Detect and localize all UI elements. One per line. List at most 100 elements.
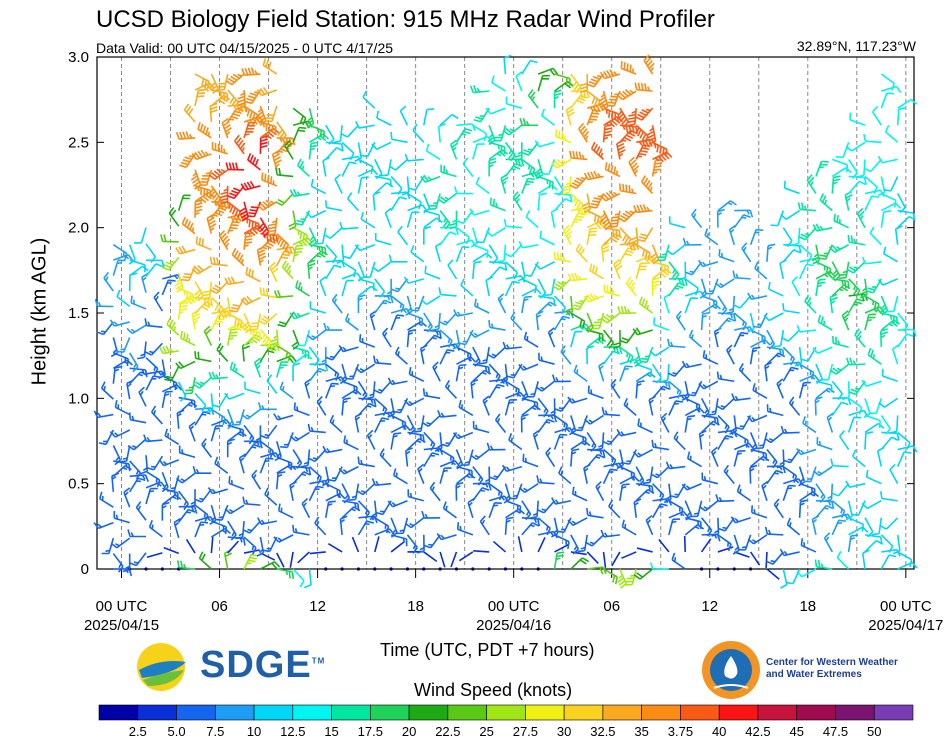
wind-barb-flag	[251, 228, 259, 235]
wind-barb-flag	[904, 451, 912, 454]
wind-barb-staff	[145, 263, 157, 277]
wind-barb-flag	[187, 504, 196, 508]
wind-barb-flag	[272, 344, 277, 352]
wind-barb-staff	[894, 228, 899, 245]
wind-barb-flag	[302, 117, 307, 126]
wind-barb-flag	[240, 258, 244, 264]
wind-barb-flag	[164, 428, 168, 437]
wind-barb-flag	[296, 191, 301, 196]
wind-barb-flag	[569, 194, 573, 203]
wind-barb-flag	[819, 496, 826, 504]
wind-barb-flag	[725, 469, 729, 475]
wind-barb-flag	[596, 338, 604, 345]
wind-barb-flag	[279, 381, 284, 389]
wind-barb-flag	[518, 276, 526, 282]
wind-barb-staff	[369, 261, 376, 278]
wind-barb-staff	[116, 296, 131, 308]
wind-barb-flag	[571, 520, 577, 525]
wind-barb-flag	[610, 95, 618, 98]
wind-barb-flag	[265, 199, 272, 206]
wind-barb-flag	[888, 323, 894, 327]
wind-barb-flag	[666, 151, 673, 159]
wind-barb-flag	[240, 92, 245, 97]
wind-barb-flag	[265, 234, 269, 242]
wind-barb-flag	[258, 222, 265, 230]
wind-barb-flag	[194, 498, 203, 503]
wind-barb-flag	[830, 458, 834, 466]
wind-barb-flag	[265, 288, 269, 296]
wind-barb-flag	[151, 524, 154, 530]
wind-barb-staff	[779, 263, 785, 280]
wind-barb-flag	[569, 184, 577, 190]
wind-barb-staff	[832, 464, 849, 468]
sdge-trademark: TM	[311, 656, 326, 666]
wind-barb-flag	[681, 360, 687, 368]
wind-barb-flag	[564, 82, 572, 89]
wind-barb-flag	[669, 494, 678, 499]
wind-barb-flag	[579, 319, 583, 327]
wind-barb-flag	[227, 276, 233, 285]
wind-barb-flag	[652, 286, 657, 291]
wind-barb-flag	[387, 377, 393, 385]
wind-barb-flag	[804, 420, 807, 426]
wind-barb-flag	[861, 287, 867, 292]
wind-barb-flag	[610, 219, 619, 222]
wind-barb-flag	[617, 217, 625, 223]
wind-barb-flag	[270, 129, 277, 136]
wind-barb-flag	[856, 330, 862, 338]
wind-barb-flag	[762, 452, 765, 458]
wind-barb-flag	[847, 281, 850, 289]
wind-barb-staff	[891, 348, 899, 365]
wind-barb-flag	[233, 250, 239, 258]
wind-barb-flag	[408, 187, 416, 191]
wind-barb-flag	[496, 152, 502, 157]
wind-barb-flag	[861, 502, 868, 510]
wind-barb-flag	[638, 141, 643, 146]
wind-barb-flag	[488, 157, 497, 162]
wind-barb-flag	[223, 309, 231, 315]
wind-barb-flag	[261, 228, 268, 235]
wind-barb-flag	[602, 440, 610, 446]
wind-barb-flag	[845, 193, 853, 199]
wind-barb-flag	[130, 532, 134, 537]
wind-barb-flag	[675, 435, 679, 441]
wind-barb-flag	[173, 326, 177, 332]
wind-barb-flag	[713, 417, 717, 422]
wind-barb-staff	[897, 445, 914, 451]
wind-barb-flag	[270, 176, 273, 184]
wind-barb-flag	[205, 172, 211, 175]
wind-barb-flag	[703, 506, 709, 510]
wind-barb-staff	[896, 451, 905, 467]
wind-barb-flag	[485, 478, 490, 483]
wind-barb-flag	[504, 252, 512, 258]
wind-barb-flag	[836, 550, 842, 559]
wind-barb-flag	[673, 557, 677, 562]
wind-barb-flag	[361, 176, 369, 179]
wind-barb-staff	[406, 176, 410, 193]
wind-barb-flag	[93, 410, 99, 418]
wind-barb-staff	[506, 103, 523, 109]
calm-wind-dot	[422, 567, 426, 571]
wind-barb-flag	[751, 416, 756, 422]
wind-barb-flag	[189, 293, 192, 301]
wind-barb-flag	[445, 505, 448, 511]
wind-barb-flag	[592, 75, 600, 80]
wind-barb-flag	[241, 413, 249, 420]
wind-barb-flag	[492, 257, 499, 265]
wind-barb-flag	[357, 456, 360, 464]
wind-barb-flag	[324, 478, 329, 483]
wind-barb-flag	[203, 303, 211, 309]
wind-barb-staff	[437, 126, 441, 143]
wind-barb-staff	[505, 275, 522, 280]
wind-barb-staff	[185, 539, 196, 554]
wind-barb-flag	[828, 268, 832, 276]
wind-barb-flag	[578, 426, 583, 429]
wind-barb-flag	[262, 336, 268, 344]
wind-barb-flag	[628, 132, 636, 137]
wind-barb-flag	[609, 69, 615, 77]
wind-barb-flag	[434, 325, 440, 329]
wind-barb-flag	[624, 252, 633, 257]
wind-barb-staff	[831, 380, 843, 395]
wind-barb-flag	[342, 400, 348, 404]
sdge-sun-icon	[137, 643, 186, 691]
